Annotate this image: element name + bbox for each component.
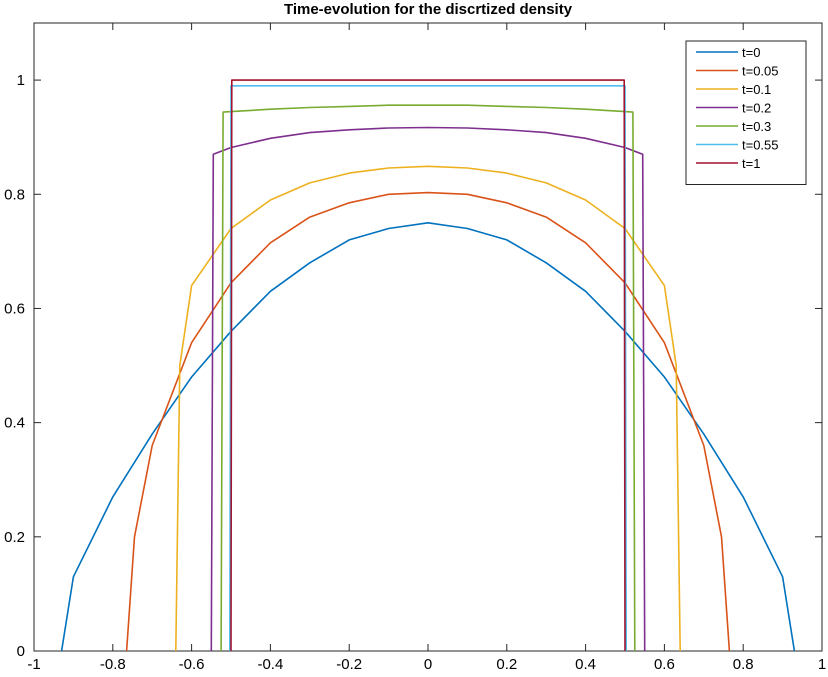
x-tick-label: 1 xyxy=(818,656,826,673)
legend-label: t=0 xyxy=(742,45,760,60)
series-line-3 xyxy=(210,126,646,652)
x-tick-label: 0.4 xyxy=(575,656,596,673)
x-tick-label: -0.2 xyxy=(336,656,362,673)
x-tick-label: -0.8 xyxy=(100,656,126,673)
legend: t=0 t=0.05 t=0.1 t=0.2 t=0.3 t=0.55 t=1 xyxy=(685,40,807,185)
x-tick-label: -0.6 xyxy=(179,656,205,673)
series-layer xyxy=(60,79,796,652)
x-axis: -1 -0.8 -0.6 -0.4 -0.2 0 0.2 0.4 0.6 0.8 1 xyxy=(27,23,826,673)
series-line-6 xyxy=(230,79,626,652)
x-tick-label: 0.8 xyxy=(733,656,754,673)
y-axis: 0 0.2 0.4 0.6 0.8 1 xyxy=(4,72,822,660)
legend-box xyxy=(685,40,807,185)
y-tick-label: 0.2 xyxy=(4,529,25,546)
x-tick-label: -0.4 xyxy=(257,656,283,673)
legend-label: t=0.05 xyxy=(742,64,779,79)
legend-label: t=0.1 xyxy=(742,82,771,97)
chart-title: Time-evolution for the discrtized densit… xyxy=(284,1,573,18)
series-line-5 xyxy=(229,85,628,652)
x-tick-label: 0.2 xyxy=(496,656,517,673)
x-tick-label: 0 xyxy=(424,656,432,673)
series-line-1 xyxy=(125,191,731,652)
x-tick-label: 0.6 xyxy=(654,656,675,673)
y-tick-label: 0.4 xyxy=(4,415,25,432)
series-line-0 xyxy=(60,222,796,652)
y-tick-label: 1 xyxy=(17,72,25,89)
legend-label: t=0.55 xyxy=(742,138,779,153)
series-line-4 xyxy=(220,104,636,652)
y-tick-label: 0.6 xyxy=(4,300,25,317)
series-line-2 xyxy=(175,165,681,652)
legend-label: t=0.3 xyxy=(742,119,771,134)
y-tick-label: 0.8 xyxy=(4,186,25,203)
x-tick-label: -1 xyxy=(27,656,40,673)
legend-label: t=0.2 xyxy=(742,101,771,116)
y-tick-label: 0 xyxy=(17,643,25,660)
legend-label: t=1 xyxy=(742,156,760,171)
